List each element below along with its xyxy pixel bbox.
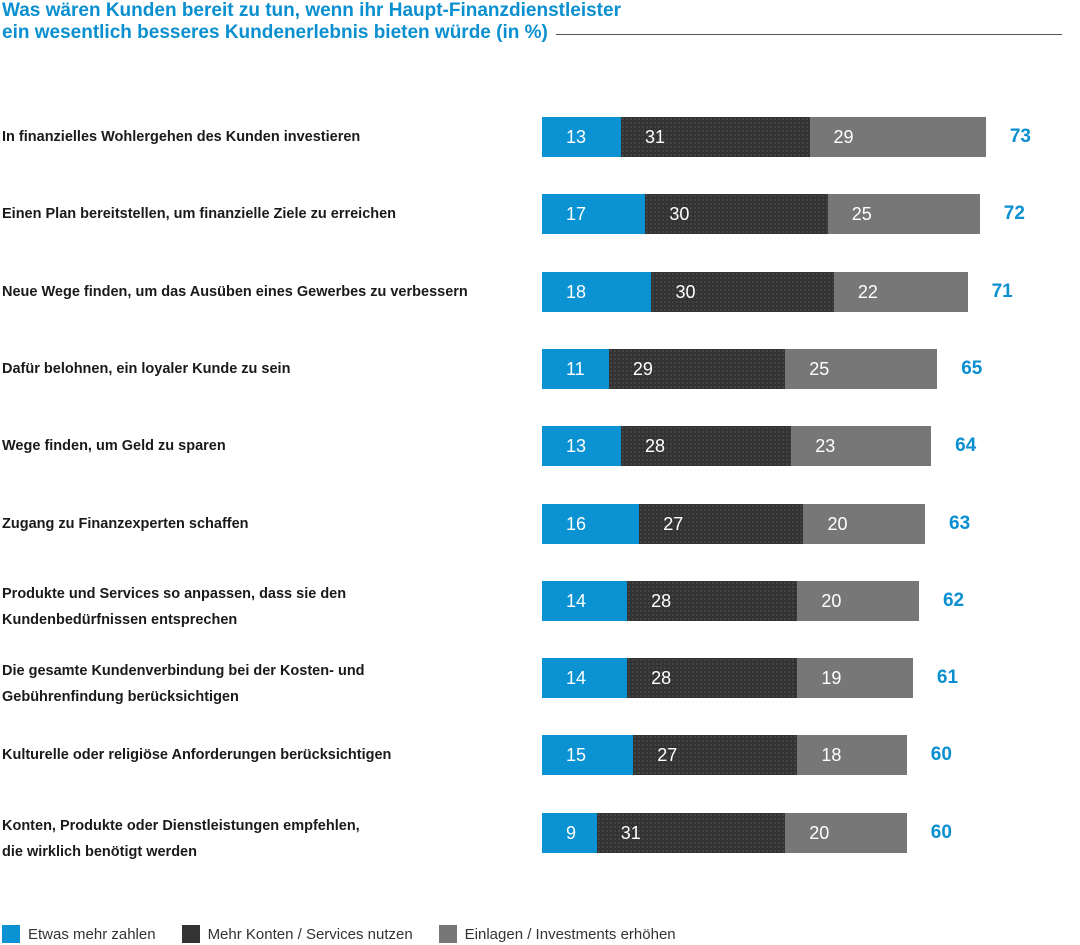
bar-segment-konten: 31 [596,812,786,853]
row-label-line: In finanzielles Wohlergehen des Kunden i… [2,129,361,145]
row-total: 65 [961,357,983,379]
bar-segment-konten: 28 [621,426,792,467]
row-label-line: Gebührenfindung berücksichtigen [2,689,239,706]
row-label-line: Neue Wege finden, um das Ausüben eines G… [2,283,468,300]
bar-segment-einlagen: 29 [809,117,986,157]
row-label: Einen Plan bereitstellen, um finanzielle… [2,201,522,227]
row-label: Kulturelle oder religiöse Anforderungen … [2,742,522,768]
bar-segment-einlagen: 25 [785,348,938,389]
bar-segment-zahlen: 15 [542,735,634,776]
legend-item: Einlagen / Investments erhöhen [438,925,676,943]
bar-segment-konten: 30 [645,194,828,235]
bar-segment-einlagen: 22 [833,271,968,312]
row-label-line: Die gesamte Kundenverbindung bei der Kos… [2,663,365,680]
legend-item: Mehr Konten / Services nutzen [181,925,413,943]
legend-item: Etwas mehr zahlen [2,925,156,943]
bar-segment-einlagen: 20 [785,812,907,853]
row-total: 61 [936,667,959,689]
bar-segment-zahlen: 11 [542,348,609,389]
bar-segment-konten: 31 [621,117,810,157]
row-total: 73 [1009,126,1031,147]
bar-segment-konten: 28 [627,580,798,621]
legend-swatch [2,925,20,943]
chart-title-line2-wrap: ein wesentlich besseres Kundenerlebnis b… [2,22,1062,44]
row-label-line: Zugang zu Finanzexperten schaffen [2,515,249,532]
bar-segment-einlagen: 19 [797,658,913,699]
bar-segment-zahlen: 17 [542,194,646,235]
row-total: 71 [991,280,1013,302]
bar-segment-einlagen: 25 [827,194,980,235]
chart-title-line2: ein wesentlich besseres Kundenerlebnis b… [2,22,548,43]
bar-segment-einlagen: 20 [803,503,926,544]
bar-segment-konten: 30 [651,271,834,312]
bar-segment-zahlen: 9 [542,812,597,853]
legend: Etwas mehr zahlen Mehr Konten / Services … [2,925,702,943]
bar-segment-zahlen: 18 [542,271,652,312]
bar-segment-einlagen: 23 [791,426,932,467]
row-label: Zugang zu Finanzexperten schaffen [2,511,522,537]
bar-segment-zahlen: 16 [542,503,640,544]
row-label-line: Einen Plan bereitstellen, um finanzielle… [2,206,397,223]
bar-segment-einlagen: 18 [797,735,907,776]
legend-label: Mehr Konten / Services nutzen [207,925,413,943]
bar-segment-zahlen: 14 [542,658,628,699]
title-rule [555,33,1062,35]
legend-label: Etwas mehr zahlen [28,925,156,943]
chart-title-line1: Was wären Kunden bereit zu tun, wenn ihr… [2,0,621,21]
row-label: Die gesamte Kundenverbindung bei der Kos… [2,658,522,710]
row-label-line: Dafür belohnen, ein loyaler Kunde zu sei… [2,360,291,377]
row-label-line: die wirklich benötigt werden [2,843,197,860]
row-label: Wege finden, um Geld zu sparen [2,433,522,459]
bar-segment-zahlen: 13 [542,117,622,157]
row-label: Neue Wege finden, um das Ausüben eines G… [2,279,522,305]
row-label: Produkte und Services so anpassen, dass … [2,581,522,633]
row-label-line: Kundenbedürfnissen entsprechen [2,611,238,628]
bar-segment-zahlen: 14 [542,580,628,621]
bar-segment-konten: 28 [627,658,798,699]
bar-segment-konten: 27 [633,735,798,776]
row-total: 63 [949,512,971,534]
row-total: 62 [942,589,965,611]
row-label-line: Konten, Produkte oder Dienstleistungen e… [2,817,360,834]
bar-segment-konten: 27 [639,503,804,544]
row-total: 60 [930,744,952,766]
row-label-line: Kulturelle oder religiöse Anforderungen … [2,747,392,764]
row-label-line: Wege finden, um Geld zu sparen [2,438,226,455]
row-total: 60 [930,821,952,843]
chart-title: Was wären Kunden bereit zu tun, wenn ihr… [2,0,1062,44]
row-total: 72 [1003,203,1025,225]
legend-label: Einlagen / Investments erhöhen [464,925,676,943]
row-label: Konten, Produkte oder Dienstleistungen e… [2,813,522,865]
bar-segment-einlagen: 20 [797,580,919,621]
bar-segment-zahlen: 13 [542,426,622,467]
row-total: 64 [955,435,977,457]
row-label: Dafür belohnen, ein loyaler Kunde zu sei… [2,356,522,382]
bar-segment-konten: 29 [608,348,786,389]
legend-swatch [181,925,200,943]
row-label-line: Produkte und Services so anpassen, dass … [2,585,347,602]
legend-swatch [438,925,457,943]
row-label: In finanzielles Wohlergehen des Kunden i… [2,124,522,150]
